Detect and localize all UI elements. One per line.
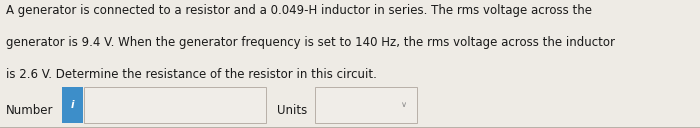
Text: Units: Units <box>276 104 307 117</box>
FancyBboxPatch shape <box>84 87 266 123</box>
Text: generator is 9.4 V. When the generator frequency is set to 140 Hz, the rms volta: generator is 9.4 V. When the generator f… <box>6 36 615 49</box>
Text: A generator is connected to a resistor and a 0.049-H inductor in series. The rms: A generator is connected to a resistor a… <box>6 4 592 17</box>
Text: ∨: ∨ <box>401 100 407 109</box>
Text: Number: Number <box>6 104 53 117</box>
Text: is 2.6 V. Determine the resistance of the resistor in this circuit.: is 2.6 V. Determine the resistance of th… <box>6 68 377 81</box>
FancyBboxPatch shape <box>62 87 83 123</box>
Text: i: i <box>70 100 74 110</box>
FancyBboxPatch shape <box>315 87 416 123</box>
